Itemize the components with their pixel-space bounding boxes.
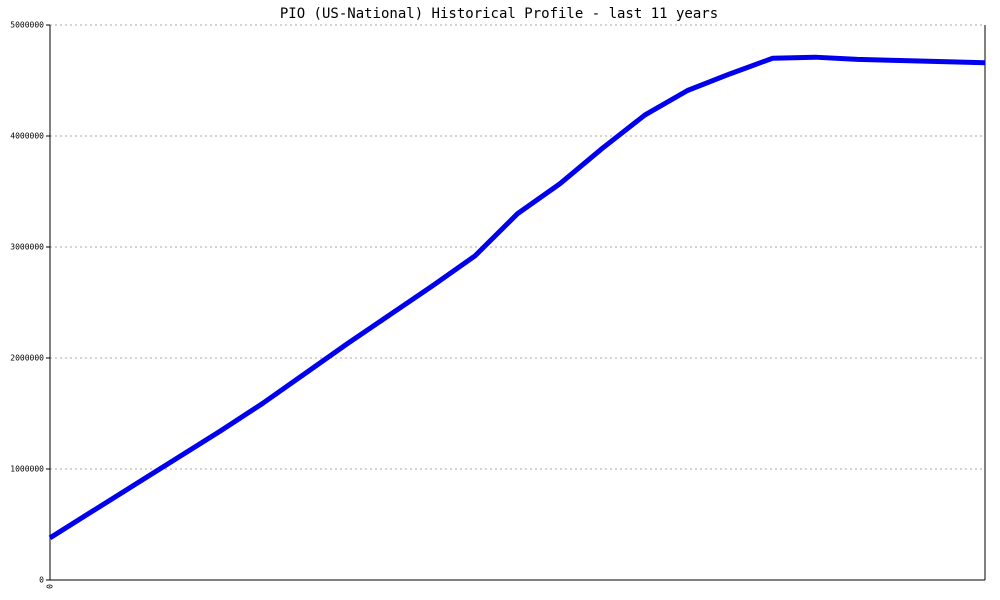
y-tick-label: 4000000 [10,132,44,141]
chart-title: PIO (US-National) Historical Profile - l… [280,6,718,22]
y-tick-label: 1000000 [10,465,44,474]
x-tick-label: 0 [46,584,55,589]
data-line [48,54,986,540]
y-tick-label: 5000000 [10,21,44,30]
y-tick-label: 3000000 [10,243,44,252]
y-tick-label: 2000000 [10,354,44,363]
y-tick-label: 0 [39,576,44,585]
